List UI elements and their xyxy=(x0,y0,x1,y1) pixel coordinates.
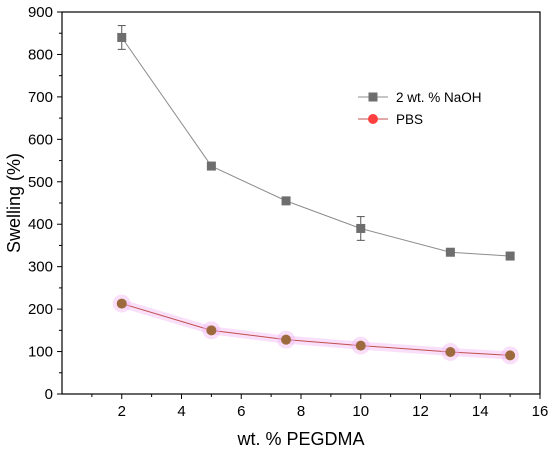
y-tick-label: 500 xyxy=(28,174,53,191)
series-line xyxy=(121,37,511,257)
series-2 xyxy=(112,294,520,365)
data-point xyxy=(445,346,456,357)
y-axis-title: Swelling (%) xyxy=(4,153,24,253)
data-point xyxy=(445,247,455,257)
x-tick-label: 4 xyxy=(177,403,185,420)
legend: 2 wt. % NaOH PBS xyxy=(358,90,482,127)
x-tick-label: 6 xyxy=(237,403,245,420)
series-1 xyxy=(117,25,515,261)
y-tick-label: 300 xyxy=(28,259,53,276)
x-axis-title: wt. % PEGDMA xyxy=(236,429,364,449)
legend-label: 2 wt. % NaOH xyxy=(396,90,482,105)
y-tick-label: 400 xyxy=(28,216,53,233)
x-tick-label: 2 xyxy=(118,403,126,420)
legend-marker xyxy=(368,114,378,124)
data-point xyxy=(206,325,217,336)
y-tick-label: 0 xyxy=(45,386,53,403)
y-tick-label: 900 xyxy=(28,4,53,21)
y-tick-label: 700 xyxy=(28,89,53,106)
x-tick-label: 10 xyxy=(352,403,369,420)
data-point xyxy=(505,251,515,261)
data-point xyxy=(355,340,366,351)
data-point xyxy=(116,298,127,309)
x-tick-label: 12 xyxy=(412,403,429,420)
legend-marker xyxy=(368,92,378,102)
data-point xyxy=(206,161,216,171)
y-tick-label: 600 xyxy=(28,131,53,148)
data-point xyxy=(356,223,366,233)
y-tick-label: 800 xyxy=(28,46,53,63)
x-tick-label: 14 xyxy=(472,403,489,420)
legend-label: PBS xyxy=(396,112,423,127)
x-tick-label: 8 xyxy=(297,403,305,420)
y-tick-label: 200 xyxy=(28,301,53,318)
legend-entry: PBS xyxy=(358,112,423,127)
legend-entry: 2 wt. % NaOH xyxy=(358,90,482,105)
data-point xyxy=(281,196,291,206)
series-line xyxy=(121,303,511,356)
series-layer xyxy=(112,25,520,365)
y-tick-label: 100 xyxy=(28,344,53,361)
axes xyxy=(61,11,541,395)
data-point xyxy=(117,32,127,42)
ticks: 2 4 6 8 10 12 14 16 0 100 200 300 400 500 600 700 800 900 xyxy=(28,4,548,420)
x-tick-label: 16 xyxy=(532,403,549,420)
data-point xyxy=(281,334,292,345)
plot-frame xyxy=(61,11,541,395)
data-point xyxy=(505,350,516,361)
